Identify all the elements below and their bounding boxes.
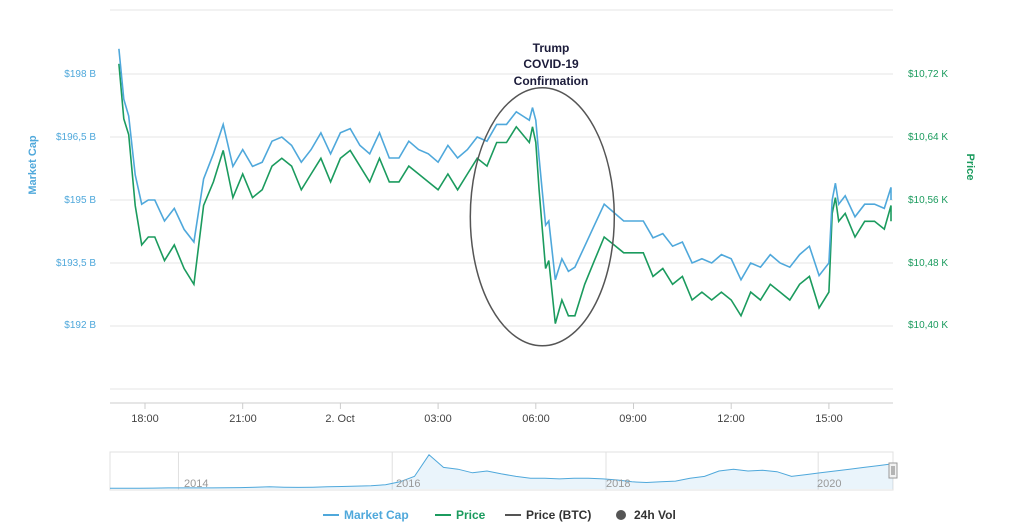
- navigator-grid: [177, 452, 819, 490]
- annotation-circle: [469, 87, 616, 347]
- annotation-line: COVID-19: [523, 57, 579, 71]
- navigator-year-label: 2016: [396, 478, 420, 490]
- navigator-year-label: 2018: [606, 478, 630, 490]
- x-tick-label: 12:00: [717, 413, 745, 425]
- legend-item-24h-vol[interactable]: 24h Vol: [616, 508, 676, 522]
- legend-item-price[interactable]: Price: [435, 508, 486, 522]
- navigator-area: [110, 454, 893, 489]
- series-line-market-cap: [118, 48, 892, 282]
- right-tick-label: $10,56 K: [908, 195, 948, 206]
- navigator-year-label: 2020: [817, 478, 841, 490]
- series-line-price: [118, 63, 892, 324]
- legend: Market Cap Price Price (BTC) 24h Vol: [323, 508, 676, 522]
- legend-label: 24h Vol: [634, 508, 676, 522]
- right-tick-label: $10,48 K: [908, 258, 948, 269]
- left-tick-label: $192 B: [64, 320, 96, 331]
- right-axis-title: Price: [964, 154, 976, 181]
- annotation-line: Trump: [533, 41, 570, 55]
- left-tick-label: $196,5 B: [56, 132, 96, 143]
- navigator[interactable]: 2014 2016 2018 2020: [109, 451, 898, 491]
- legend-label: Market Cap: [344, 508, 409, 522]
- left-tick-label: $195 B: [64, 195, 96, 206]
- x-tick-label: 2. Oct: [325, 413, 354, 425]
- legend-item-market-cap[interactable]: Market Cap: [323, 508, 409, 522]
- legend-item-price-btc[interactable]: Price (BTC): [505, 508, 591, 522]
- x-tick-label: 18:00: [131, 413, 159, 425]
- right-tick-label: $10,64 K: [908, 132, 948, 143]
- left-axis-title: Market Cap: [27, 135, 39, 195]
- x-tick-label: 03:00: [424, 413, 452, 425]
- legend-dot-icon: [616, 510, 626, 520]
- x-tick-label: 21:00: [229, 413, 257, 425]
- annotation-line: Confirmation: [514, 74, 589, 88]
- navigator-handle[interactable]: [888, 462, 898, 479]
- legend-label: Price: [456, 508, 486, 522]
- right-tick-label: $10,72 K: [908, 69, 948, 80]
- x-axis-ticks: [144, 403, 830, 409]
- navigator-frame: [109, 451, 894, 491]
- x-tick-label: 06:00: [522, 413, 550, 425]
- left-tick-label: $193,5 B: [56, 258, 96, 269]
- navigator-line: [110, 454, 894, 489]
- legend-label: Price (BTC): [526, 508, 591, 522]
- navigator-handle-box[interactable]: [888, 462, 898, 479]
- navigator-year-label: 2014: [184, 478, 208, 490]
- x-tick-label: 15:00: [815, 413, 843, 425]
- left-tick-label: $198 B: [64, 69, 96, 80]
- grid-lines: [110, 9, 893, 390]
- x-tick-label: 09:00: [619, 413, 647, 425]
- right-tick-label: $10,40 K: [908, 320, 948, 331]
